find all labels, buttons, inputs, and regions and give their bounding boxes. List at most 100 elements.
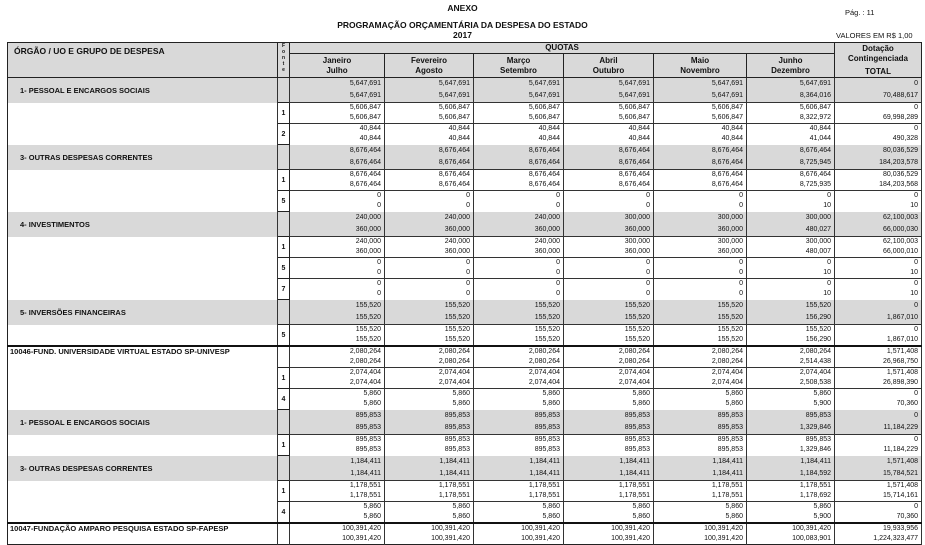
- first-semester-value: 62,100,003: [882, 213, 919, 221]
- first-semester-value: 2,080,264: [349, 348, 381, 355]
- second-semester-value: 40,844: [359, 135, 381, 143]
- first-semester-value: 895,853: [624, 411, 650, 419]
- quota-cell: 1,184,411 1,184,411: [473, 455, 564, 481]
- second-semester-value: 895,853: [624, 423, 650, 431]
- quota-cell: 895,853 895,853: [473, 434, 564, 456]
- quota-cell: 100,391,420 100,391,420: [563, 522, 654, 545]
- first-semester-value: 1,184,411: [619, 457, 650, 465]
- quota-cell: 895,853 895,853: [563, 409, 654, 435]
- quota-cell: 5,606,847 5,606,847: [473, 102, 564, 124]
- second-semester-value: 5,900: [813, 400, 832, 408]
- quota-cell: 0 10: [745, 190, 836, 212]
- quota-cell: 2,080,264 2,080,264: [473, 345, 564, 368]
- second-semester-value: 2,514,438: [799, 358, 832, 365]
- dotacao-cell: 0 1,867,010: [834, 299, 923, 325]
- row-label: [7, 236, 278, 258]
- first-semester-value: 155,520: [534, 301, 560, 309]
- second-semester-value: 5,860: [542, 400, 560, 408]
- fonte-code: 1: [277, 169, 290, 191]
- second-semester-value: 5,647,691: [711, 92, 743, 99]
- first-semester-value: 895,853: [624, 436, 650, 444]
- month-header: Março Setembro: [473, 53, 564, 78]
- quota-cell: 5,860 5,860: [289, 501, 385, 523]
- second-semester-value: 8,676,464: [711, 181, 743, 188]
- first-semester-value: 1,184,411: [350, 457, 381, 465]
- first-semester-value: 8,676,464: [438, 171, 470, 178]
- first-semester-value: 8,676,464: [349, 146, 381, 154]
- second-semester-value: 1,178,692: [799, 492, 832, 499]
- second-semester-value: 26,898,390: [882, 379, 919, 386]
- first-semester-value: 0: [914, 503, 919, 510]
- first-semester-value: 100,391,420: [704, 525, 743, 532]
- second-semester-value: 5,900: [813, 513, 832, 520]
- quota-cell: 895,853 895,853: [563, 434, 654, 456]
- first-semester-value: 895,853: [534, 436, 560, 444]
- first-semester-value: 2,074,404: [618, 369, 650, 376]
- quota-cell: 895,853 895,853: [473, 409, 564, 435]
- first-semester-value: 0: [739, 280, 743, 288]
- quota-cell: 240,000 360,000: [473, 211, 564, 237]
- row-label: [7, 434, 278, 456]
- first-semester-value: 5,860: [725, 390, 743, 398]
- first-semester-value: 155,520: [805, 301, 832, 309]
- second-semester-value: 895,853: [717, 423, 743, 431]
- quota-cell: 8,676,464 8,725,935: [745, 169, 836, 191]
- row-label: 5- INVERSÕES FINANCEIRAS: [7, 299, 278, 325]
- quota-cell: 240,000 360,000: [473, 236, 564, 258]
- first-semester-value: 155,520: [717, 326, 743, 333]
- first-semester-value: 5,647,691: [349, 80, 381, 87]
- second-semester-value: 40,844: [448, 135, 470, 143]
- second-semester-value: 0: [377, 202, 381, 210]
- fonte-row: 1 1,178,551 1,178,551 1,178,551 1,178,551 1,1…: [7, 480, 923, 502]
- month-first-half: Abril: [599, 55, 618, 65]
- fonte-row: 4 5,860 5,860 5,860 5,860 5,860 5,860 5,860 5,86…: [7, 501, 923, 524]
- first-semester-value: 2,080,264: [711, 348, 743, 355]
- first-semester-value: 0: [914, 326, 919, 333]
- fonte-label: F o n t e: [281, 43, 286, 73]
- dotacao-cell: 62,100,003 66,000,010: [834, 236, 923, 258]
- row-label: [7, 123, 278, 145]
- second-semester-value: 0: [556, 290, 560, 298]
- quota-cell: 300,000 480,027: [745, 211, 836, 237]
- second-semester-value: 0: [466, 269, 470, 276]
- units-note: VALORES EM R$ 1,00: [836, 31, 913, 40]
- dotacao-cell: 0 70,488,617: [834, 77, 923, 103]
- quota-cell: 8,676,464 8,676,464: [473, 144, 564, 170]
- document-year: 2017: [453, 30, 472, 40]
- row-label: [7, 367, 278, 389]
- second-semester-value: 155,520: [355, 336, 381, 343]
- second-semester-value: 360,000: [717, 248, 743, 255]
- first-semester-value: 100,391,420: [792, 525, 832, 532]
- quota-cell: 1,178,551 1,178,551: [473, 480, 564, 502]
- first-semester-value: 895,853: [355, 436, 381, 444]
- second-semester-value: 5,606,847: [528, 114, 560, 121]
- first-semester-value: 80,036,529: [882, 146, 919, 154]
- quota-cell: 155,520 156,290: [745, 324, 836, 346]
- second-semester-value: 0: [646, 202, 650, 210]
- fonte-code: 2: [277, 123, 290, 145]
- row-label: 1- PESSOAL E ENCARGOS SOCIAIS: [7, 409, 278, 435]
- quota-cell: 895,853 1,329,846: [745, 434, 836, 456]
- second-semester-value: 8,676,464: [618, 181, 650, 188]
- first-semester-value: 5,860: [632, 390, 650, 398]
- second-semester-value: 480,007: [805, 248, 832, 255]
- first-semester-value: 155,520: [444, 326, 470, 333]
- row-label: [7, 169, 278, 191]
- quota-cell: 155,520 155,520: [289, 324, 385, 346]
- fonte-code: [277, 299, 290, 325]
- quota-cell: 240,000 360,000: [289, 236, 385, 258]
- first-semester-value: 155,520: [624, 326, 650, 333]
- second-semester-value: 5,606,847: [618, 114, 650, 121]
- second-semester-value: 8,676,464: [438, 181, 470, 188]
- dotacao-label: Dotação Contingenciada: [848, 43, 909, 63]
- second-semester-value: 0: [466, 290, 470, 298]
- quota-cell: 5,860 5,860: [289, 388, 385, 410]
- second-semester-value: 490,328: [892, 135, 919, 143]
- second-semester-value: 40,844: [721, 135, 743, 143]
- second-semester-value: 895,853: [444, 446, 470, 454]
- fonte-code: [277, 455, 290, 481]
- first-semester-value: 1,184,411: [529, 457, 560, 465]
